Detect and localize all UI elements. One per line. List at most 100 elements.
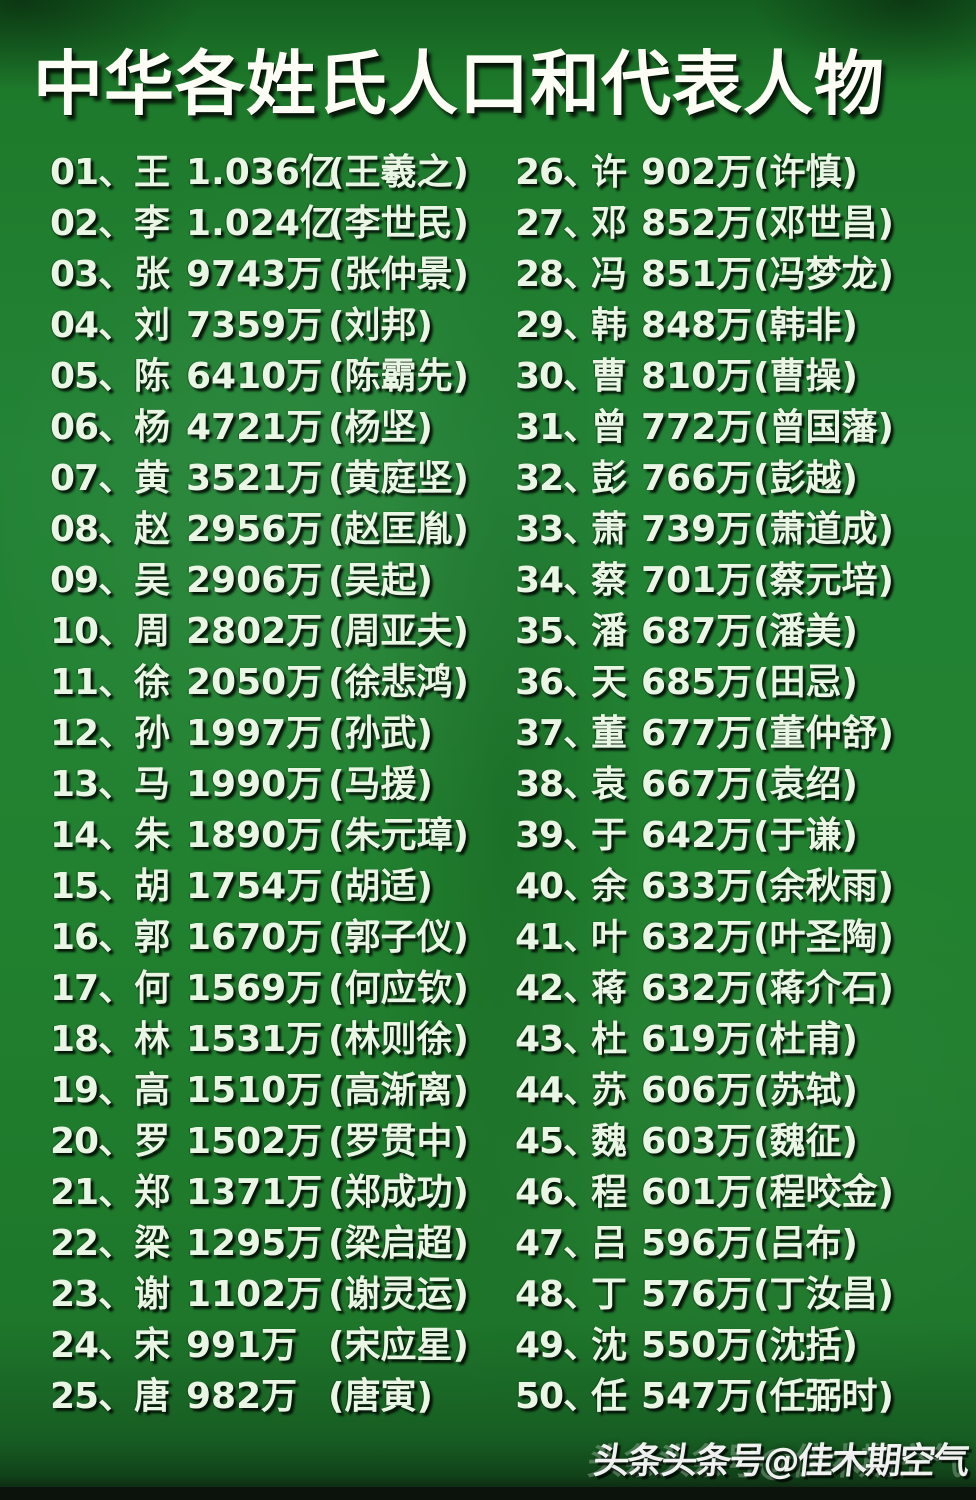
population-value: 1569万 bbox=[186, 968, 323, 1010]
representative-name: (林则徐) bbox=[328, 1019, 469, 1061]
rank-label: 10、 bbox=[50, 611, 134, 653]
population-value: 1502万 bbox=[186, 1121, 323, 1163]
rank-label: 31、 bbox=[515, 407, 599, 449]
surname-label: 蔡 bbox=[591, 560, 628, 602]
representative-name: (罗贯中) bbox=[328, 1121, 469, 1163]
population-value: 701万 bbox=[641, 560, 753, 602]
surname-label: 张 bbox=[134, 254, 171, 296]
surname-row: 02、 李 1.024亿 (李世民) bbox=[50, 195, 515, 246]
surname-row: 38、 袁 667万 (袁绍) bbox=[515, 756, 976, 807]
population-value: 1670万 bbox=[186, 917, 323, 959]
rank-label: 23、 bbox=[50, 1274, 134, 1316]
population-value: 606万 bbox=[641, 1070, 753, 1112]
surname-row: 10、 周 2802万 (周亚夫) bbox=[50, 603, 515, 654]
population-value: 851万 bbox=[641, 254, 753, 296]
rank-label: 05、 bbox=[50, 356, 134, 398]
rank-label: 33、 bbox=[515, 509, 599, 551]
representative-name: (刘邦) bbox=[328, 305, 433, 347]
surname-label: 叶 bbox=[591, 917, 628, 959]
surname-row: 42、 蒋 632万 (蒋介石) bbox=[515, 960, 976, 1011]
surname-label: 袁 bbox=[591, 764, 628, 806]
surname-row: 03、 张 9743万 (张仲景) bbox=[50, 246, 515, 297]
surname-label: 彭 bbox=[591, 458, 628, 500]
surname-label: 杨 bbox=[134, 407, 171, 449]
population-value: 1295万 bbox=[186, 1223, 323, 1265]
surname-label: 魏 bbox=[591, 1121, 628, 1163]
representative-name: (曾国藩) bbox=[753, 407, 894, 449]
surname-label: 邓 bbox=[591, 203, 628, 245]
surname-row: 08、 赵 2956万 (赵匡胤) bbox=[50, 501, 515, 552]
surname-row: 23、 谢 1102万 (谢灵运) bbox=[50, 1266, 515, 1317]
representative-name: (丁汝昌) bbox=[753, 1274, 894, 1316]
rank-label: 41、 bbox=[515, 917, 599, 959]
representative-name: (何应钦) bbox=[328, 968, 469, 1010]
population-value: 4721万 bbox=[186, 407, 323, 449]
population-value: 2802万 bbox=[186, 611, 323, 653]
surname-label: 曾 bbox=[591, 407, 628, 449]
rank-label: 13、 bbox=[50, 764, 134, 806]
surname-row: 22、 梁 1295万 (梁启超) bbox=[50, 1215, 515, 1266]
surname-label: 丁 bbox=[591, 1274, 628, 1316]
surname-label: 蒋 bbox=[591, 968, 628, 1010]
surname-row: 39、 于 642万 (于谦) bbox=[515, 807, 976, 858]
surname-row: 01、 王 1.036亿 (王羲之) bbox=[50, 144, 515, 195]
representative-name: (魏征) bbox=[753, 1121, 858, 1163]
surname-label: 孙 bbox=[134, 713, 171, 755]
surname-row: 47、 吕 596万 (吕布) bbox=[515, 1215, 976, 1266]
rank-label: 46、 bbox=[515, 1172, 599, 1214]
representative-name: (曹操) bbox=[753, 356, 858, 398]
surname-label: 周 bbox=[134, 611, 171, 653]
representative-name: (韩非) bbox=[753, 305, 858, 347]
population-value: 601万 bbox=[641, 1172, 753, 1214]
representative-name: (朱元璋) bbox=[328, 815, 469, 857]
surname-row: 28、 冯 851万 (冯梦龙) bbox=[515, 246, 976, 297]
surname-label: 宋 bbox=[134, 1325, 171, 1367]
surname-row: 26、 许 902万 (许慎) bbox=[515, 144, 976, 195]
representative-name: (杜甫) bbox=[753, 1019, 858, 1061]
surname-row: 04、 刘 7359万 (刘邦) bbox=[50, 297, 515, 348]
surname-label: 潘 bbox=[591, 611, 628, 653]
representative-name: (张仲景) bbox=[328, 254, 469, 296]
population-value: 1997万 bbox=[186, 713, 323, 755]
rank-label: 16、 bbox=[50, 917, 134, 959]
representative-name: (胡适) bbox=[328, 866, 433, 908]
population-value: 772万 bbox=[641, 407, 753, 449]
surname-row: 09、 吴 2906万 (吴起) bbox=[50, 552, 515, 603]
rank-label: 18、 bbox=[50, 1019, 134, 1061]
rank-label: 42、 bbox=[515, 968, 599, 1010]
population-value: 2956万 bbox=[186, 509, 323, 551]
population-value: 852万 bbox=[641, 203, 753, 245]
population-value: 902万 bbox=[641, 152, 753, 194]
representative-name: (潘美) bbox=[753, 611, 858, 653]
population-value: 2906万 bbox=[186, 560, 323, 602]
rank-label: 11、 bbox=[50, 662, 134, 704]
surname-label: 郑 bbox=[134, 1172, 171, 1214]
population-value: 1890万 bbox=[186, 815, 323, 857]
rank-label: 15、 bbox=[50, 866, 134, 908]
population-value: 1990万 bbox=[186, 764, 323, 806]
population-value: 9743万 bbox=[186, 254, 323, 296]
surname-label: 胡 bbox=[134, 866, 171, 908]
representative-name: (梁启超) bbox=[328, 1223, 469, 1265]
surname-label: 赵 bbox=[134, 509, 171, 551]
surname-label: 朱 bbox=[134, 815, 171, 857]
rank-label: 44、 bbox=[515, 1070, 599, 1112]
rank-label: 50、 bbox=[515, 1376, 599, 1418]
population-value: 1531万 bbox=[186, 1019, 323, 1061]
representative-name: (冯梦龙) bbox=[753, 254, 894, 296]
rank-label: 09、 bbox=[50, 560, 134, 602]
representative-name: (宋应星) bbox=[328, 1325, 469, 1367]
rank-label: 25、 bbox=[50, 1376, 134, 1418]
population-value: 1754万 bbox=[186, 866, 323, 908]
surname-row: 21、 郑 1371万 (郑成功) bbox=[50, 1164, 515, 1215]
representative-name: (吴起) bbox=[328, 560, 433, 602]
rank-label: 12、 bbox=[50, 713, 134, 755]
surname-row: 34、 蔡 701万 (蔡元培) bbox=[515, 552, 976, 603]
rank-label: 19、 bbox=[50, 1070, 134, 1112]
representative-name: (董仲舒) bbox=[753, 713, 894, 755]
surname-label: 杜 bbox=[591, 1019, 628, 1061]
surname-row: 48、 丁 576万 (丁汝昌) bbox=[515, 1266, 976, 1317]
rank-label: 35、 bbox=[515, 611, 599, 653]
population-value: 687万 bbox=[641, 611, 753, 653]
rank-label: 24、 bbox=[50, 1325, 134, 1367]
